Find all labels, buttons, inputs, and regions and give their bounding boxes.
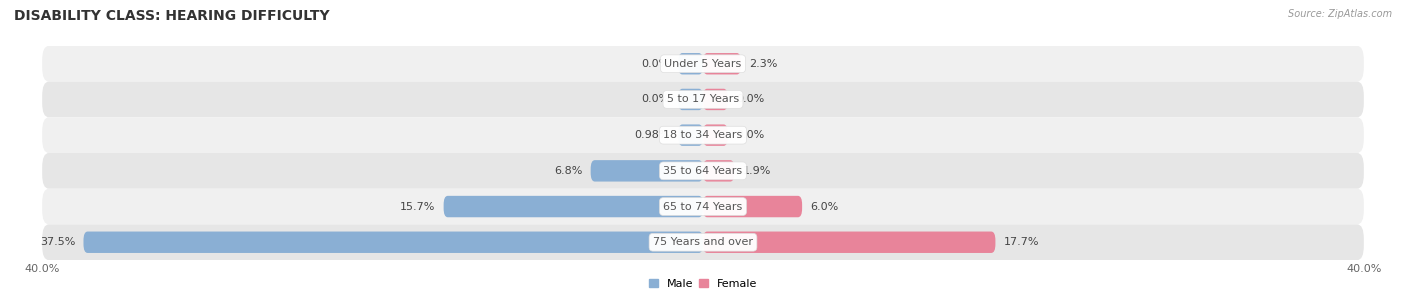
Text: 0.0%: 0.0% <box>737 130 765 140</box>
FancyBboxPatch shape <box>42 189 1364 224</box>
Text: DISABILITY CLASS: HEARING DIFFICULTY: DISABILITY CLASS: HEARING DIFFICULTY <box>14 9 329 23</box>
Text: 6.8%: 6.8% <box>554 166 582 176</box>
Legend: Male, Female: Male, Female <box>644 274 762 293</box>
Text: Source: ZipAtlas.com: Source: ZipAtlas.com <box>1288 9 1392 19</box>
Text: 37.5%: 37.5% <box>39 237 75 247</box>
Text: 18 to 34 Years: 18 to 34 Years <box>664 130 742 140</box>
FancyBboxPatch shape <box>42 82 1364 117</box>
FancyBboxPatch shape <box>703 53 741 74</box>
Text: 65 to 74 Years: 65 to 74 Years <box>664 202 742 211</box>
FancyBboxPatch shape <box>444 196 703 217</box>
Text: 17.7%: 17.7% <box>1004 237 1039 247</box>
FancyBboxPatch shape <box>703 89 728 110</box>
Text: Under 5 Years: Under 5 Years <box>665 59 741 69</box>
Text: 0.0%: 0.0% <box>641 59 669 69</box>
FancyBboxPatch shape <box>678 125 703 146</box>
FancyBboxPatch shape <box>678 89 703 110</box>
FancyBboxPatch shape <box>703 232 995 253</box>
FancyBboxPatch shape <box>703 125 728 146</box>
Text: 0.0%: 0.0% <box>737 95 765 104</box>
Text: 5 to 17 Years: 5 to 17 Years <box>666 95 740 104</box>
FancyBboxPatch shape <box>42 153 1364 189</box>
Text: 0.98%: 0.98% <box>634 130 669 140</box>
Text: 75 Years and over: 75 Years and over <box>652 237 754 247</box>
Text: 0.0%: 0.0% <box>641 95 669 104</box>
FancyBboxPatch shape <box>42 46 1364 82</box>
FancyBboxPatch shape <box>678 53 703 74</box>
FancyBboxPatch shape <box>42 224 1364 260</box>
FancyBboxPatch shape <box>703 160 734 181</box>
FancyBboxPatch shape <box>591 160 703 181</box>
FancyBboxPatch shape <box>83 232 703 253</box>
Text: 1.9%: 1.9% <box>742 166 770 176</box>
FancyBboxPatch shape <box>703 196 801 217</box>
FancyBboxPatch shape <box>42 117 1364 153</box>
Text: 6.0%: 6.0% <box>810 202 838 211</box>
Text: 2.3%: 2.3% <box>749 59 778 69</box>
Text: 15.7%: 15.7% <box>399 202 436 211</box>
Text: 35 to 64 Years: 35 to 64 Years <box>664 166 742 176</box>
